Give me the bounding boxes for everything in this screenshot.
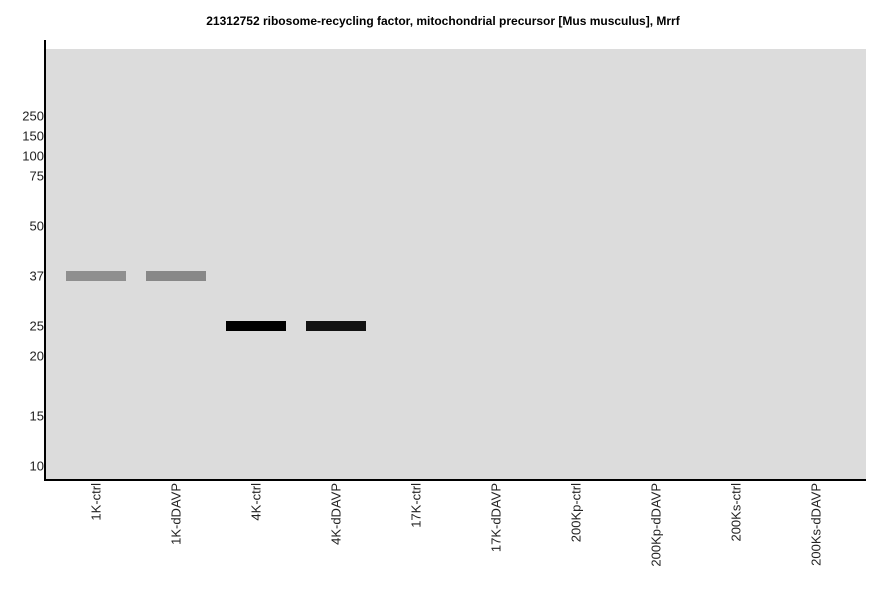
lane-labels: 1K-ctrl 1K-dDAVP 4K-ctrl 4K-dDAVP 17K-ctrl 17… <box>89 483 824 567</box>
lane-label: 1K-ctrl <box>89 483 104 521</box>
lane-label: 200Kp-ctrl <box>569 483 584 542</box>
band <box>66 271 126 281</box>
band <box>146 271 206 281</box>
lane-label: 17K-dDAVP <box>489 483 504 552</box>
band <box>306 321 366 331</box>
y-tick-label: 20 <box>30 349 44 364</box>
lane-label: 200Ks-dDAVP <box>809 483 824 566</box>
blot-panel <box>46 49 866 479</box>
lane-label: 4K-ctrl <box>249 483 264 521</box>
bands <box>66 271 366 331</box>
y-tick-label: 100 <box>22 149 44 164</box>
y-tick-label: 75 <box>30 169 44 184</box>
chart-title: 21312752 ribosome-recycling factor, mito… <box>206 14 680 28</box>
lane-label: 1K-dDAVP <box>169 483 184 545</box>
y-tick-label: 50 <box>30 219 44 234</box>
lane-label: 200Ks-ctrl <box>729 483 744 542</box>
y-tick-label: 250 <box>22 109 44 124</box>
lane-label: 4K-dDAVP <box>329 483 344 545</box>
lane-label: 200Kp-dDAVP <box>649 483 664 567</box>
y-tick-label: 25 <box>30 319 44 334</box>
y-tick-label: 15 <box>30 409 44 424</box>
y-tick-labels: 250 150 100 75 50 37 25 20 15 10 <box>22 109 44 474</box>
band <box>226 321 286 331</box>
y-tick-label: 150 <box>22 129 44 144</box>
y-tick-label: 37 <box>30 269 44 284</box>
lane-label: 17K-ctrl <box>409 483 424 528</box>
y-tick-label: 10 <box>30 459 44 474</box>
